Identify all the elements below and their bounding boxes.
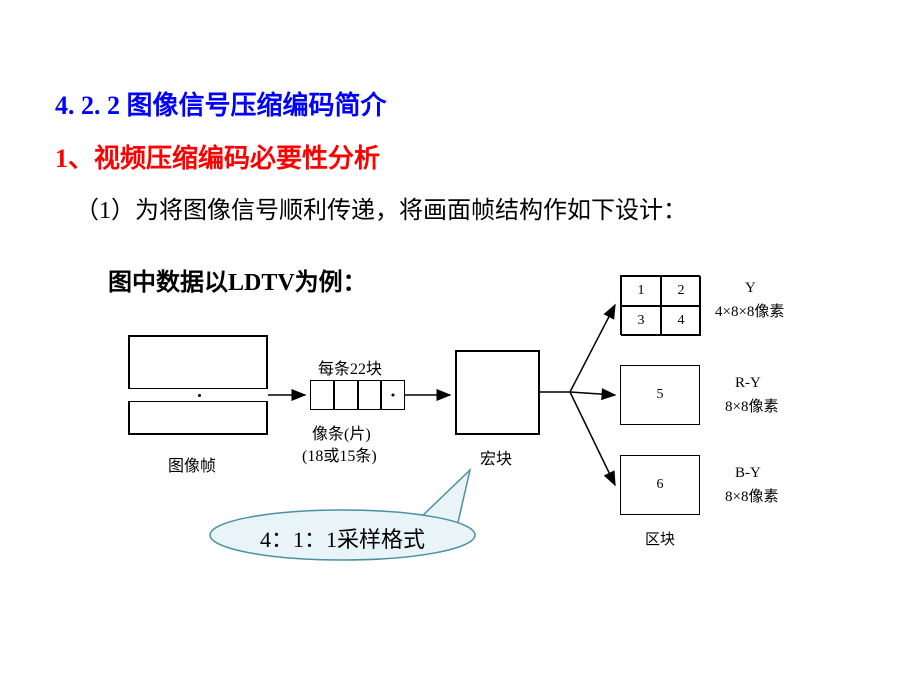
callout-bubble xyxy=(0,0,920,690)
callout-text: 4：1：1采样格式 xyxy=(210,522,475,554)
